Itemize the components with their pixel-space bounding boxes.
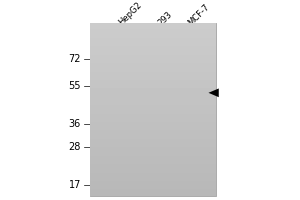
Ellipse shape	[146, 90, 167, 97]
Text: MCF-7: MCF-7	[186, 2, 211, 27]
Text: HepG2: HepG2	[117, 1, 144, 27]
Bar	[90, 23, 216, 196]
Text: 293: 293	[156, 10, 174, 27]
Ellipse shape	[105, 89, 129, 98]
Ellipse shape	[106, 90, 128, 97]
Ellipse shape	[106, 91, 128, 97]
Polygon shape	[208, 88, 219, 97]
Ellipse shape	[176, 91, 197, 97]
Text: 72: 72	[68, 54, 81, 64]
Text: 36: 36	[69, 119, 81, 129]
Ellipse shape	[176, 90, 197, 97]
Ellipse shape	[146, 91, 167, 97]
Text: 17: 17	[69, 180, 81, 190]
Text: 28: 28	[69, 142, 81, 152]
Text: 55: 55	[68, 81, 81, 91]
Ellipse shape	[110, 83, 124, 85]
Ellipse shape	[144, 89, 168, 98]
Ellipse shape	[174, 89, 198, 98]
